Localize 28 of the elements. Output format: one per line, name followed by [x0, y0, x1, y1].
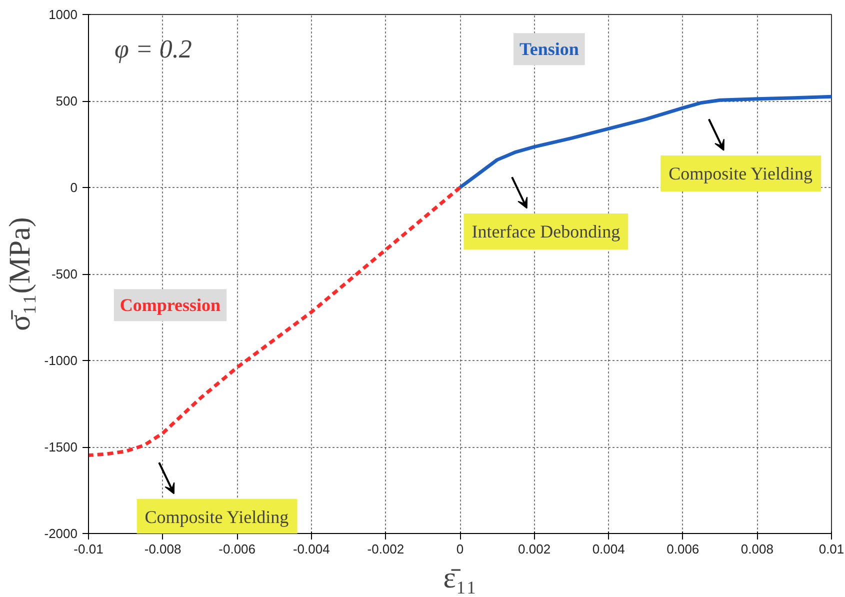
x-tick-label: -0.004	[292, 542, 330, 556]
x-tick-label: -0.002	[367, 542, 404, 556]
line-series	[88, 186, 462, 458]
x-tick-label: -0.008	[144, 542, 182, 556]
x-tick-label: 0.002	[518, 542, 551, 556]
x-tick-label: 0.008	[740, 542, 774, 556]
y-tick-label: 500	[56, 94, 78, 108]
text: Compression	[120, 295, 221, 316]
y-tick-label: -1500	[44, 440, 78, 454]
x-axis-title: ε̄₁₁	[443, 562, 477, 594]
annotation: Interface Debonding	[472, 221, 620, 242]
y-tick-label: -2000	[44, 526, 78, 541]
x-tick-label: 0.004	[592, 542, 625, 556]
x-tick-label: 0.01	[818, 542, 844, 556]
x-tick-label: 0.006	[666, 542, 700, 556]
text: Tension	[519, 39, 579, 60]
line-series	[458, 94, 832, 190]
x-tick-label: 0	[456, 542, 464, 556]
annotation: φ = 0.2	[114, 34, 192, 64]
y-tick-label: -1000	[44, 353, 78, 368]
y-tick-label: -500	[51, 266, 78, 282]
y-tick-label: 0	[70, 180, 78, 195]
x-tick-label: -0.006	[218, 542, 256, 556]
y-tick-label: 1000	[48, 7, 78, 22]
y-axis-title: σ̄₁₁(MPa)	[3, 217, 36, 331]
annotation: Composite Yielding	[668, 163, 812, 184]
x-tick-label: -0.01	[74, 542, 104, 556]
annotation: Composite Yielding	[144, 506, 289, 527]
